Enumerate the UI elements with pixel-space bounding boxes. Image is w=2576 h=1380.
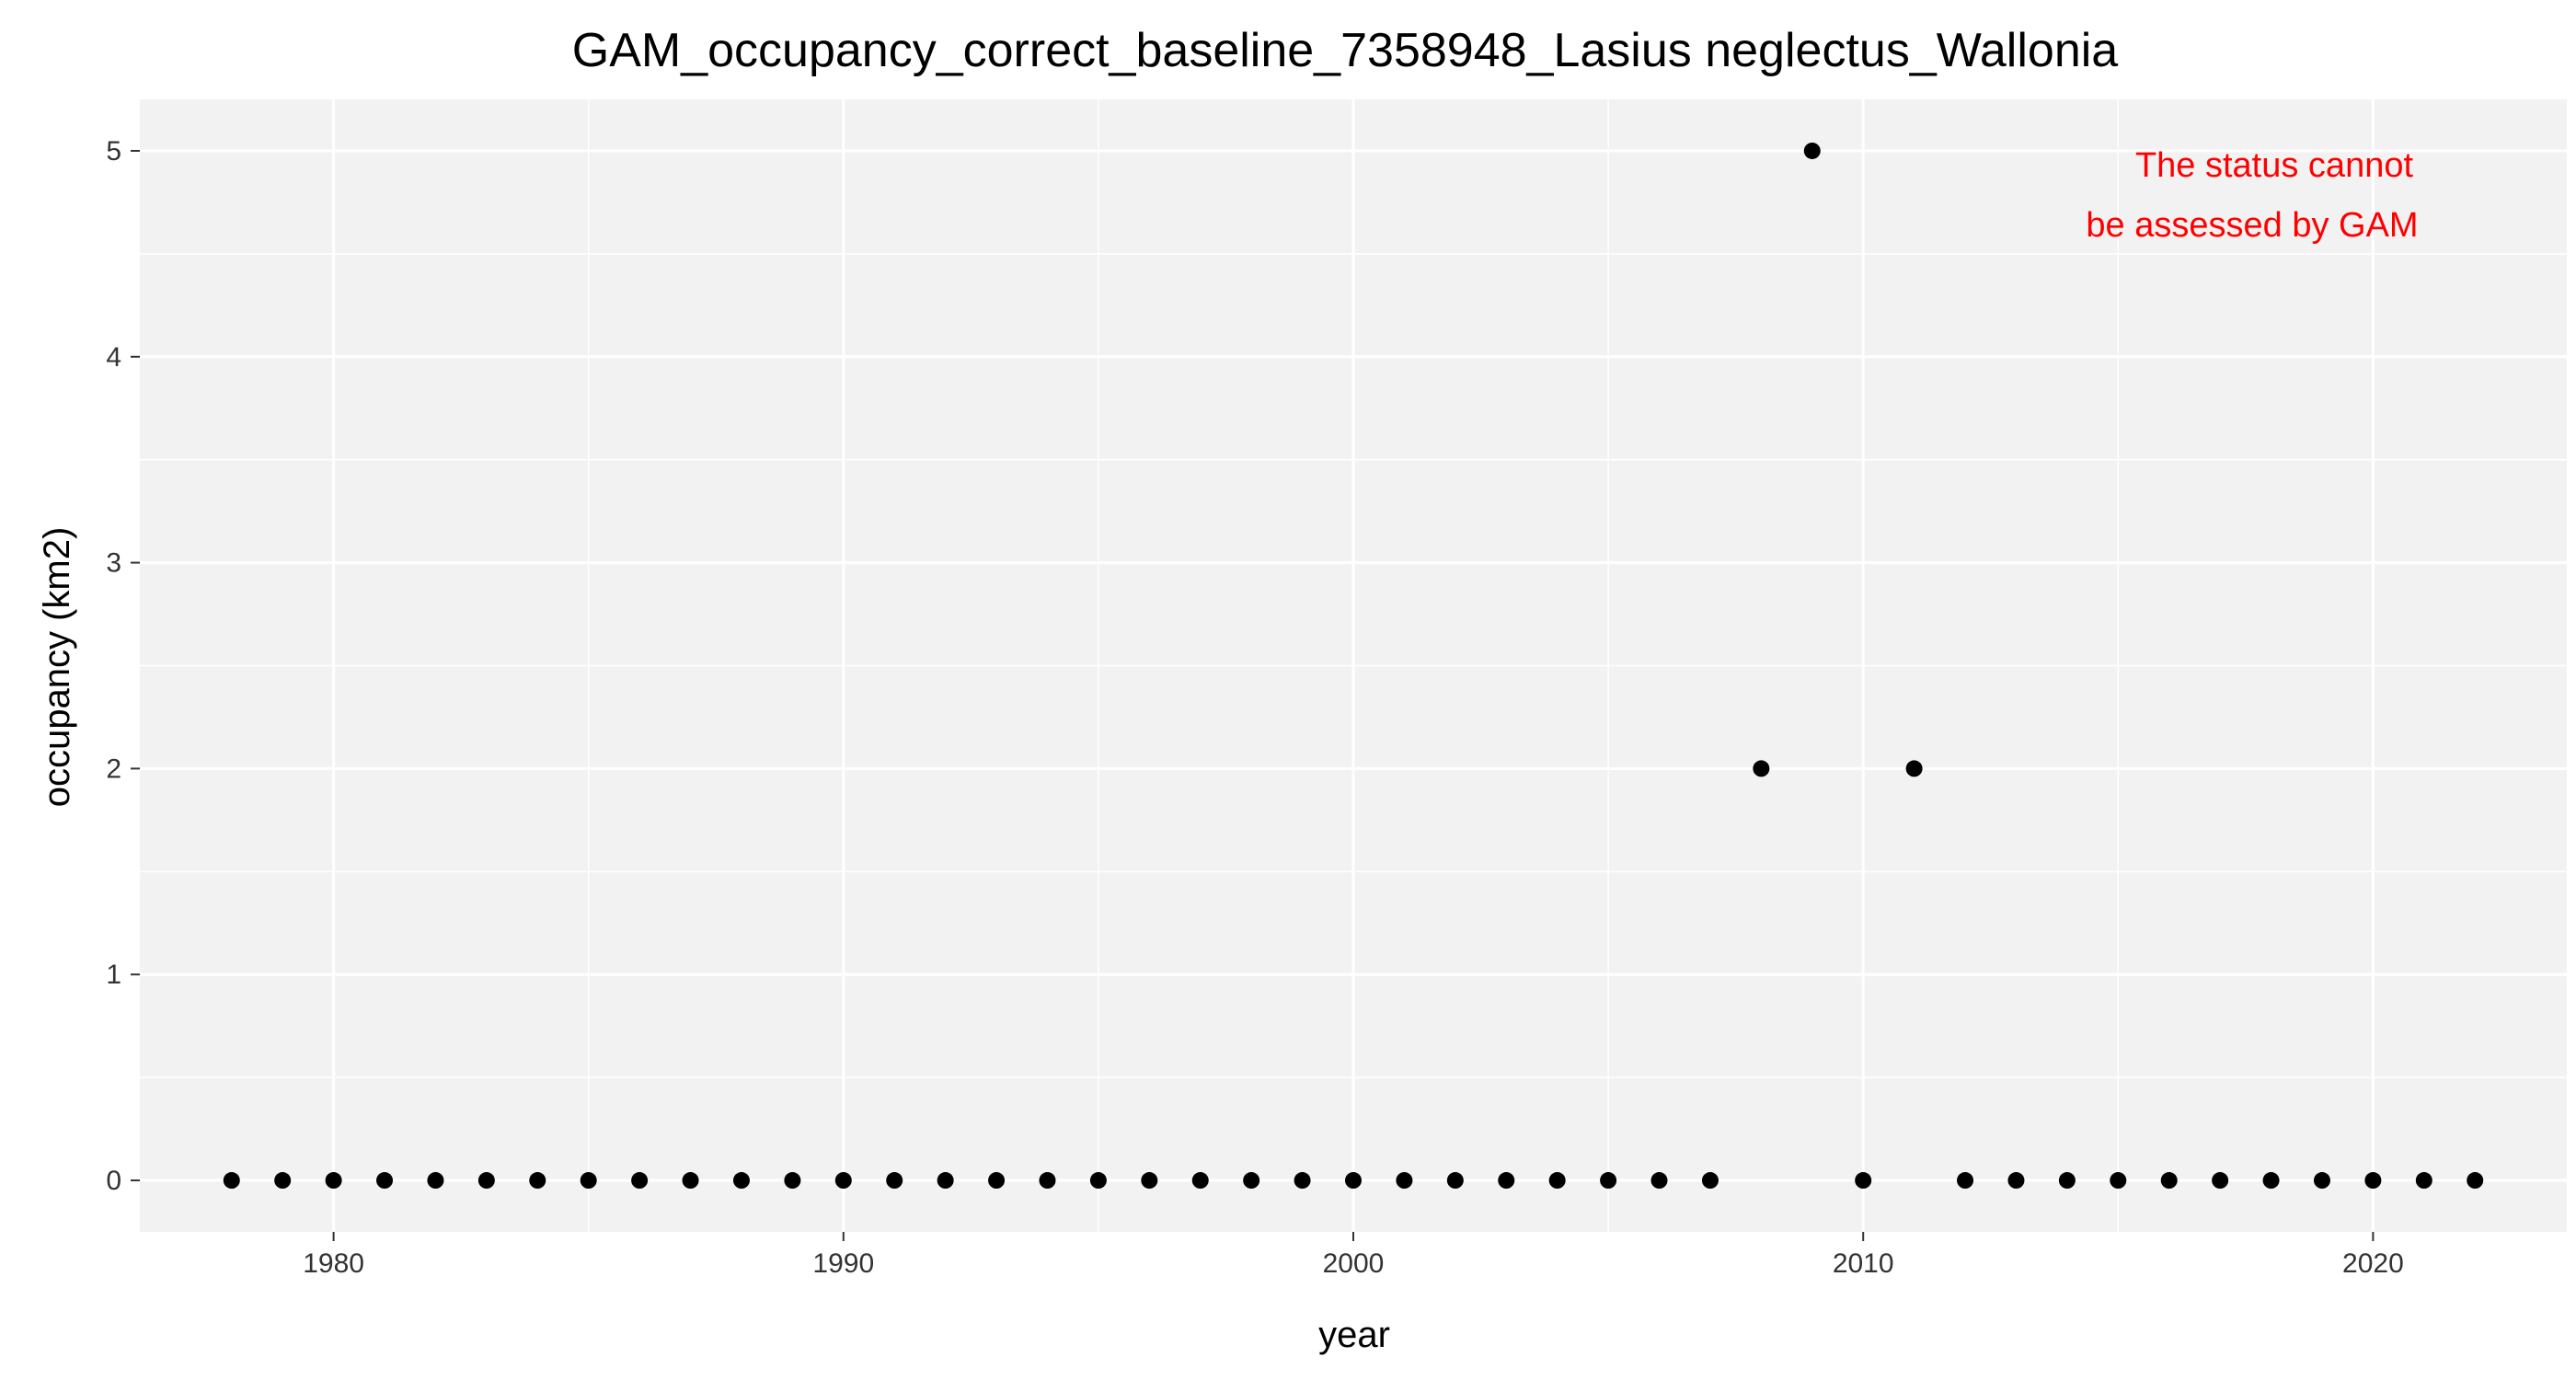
data-point [834,1172,852,1190]
data-point [1089,1172,1107,1190]
data-point [1243,1172,1260,1190]
y-axis-label: occupancy (km2) [37,527,77,808]
data-point [2467,1172,2484,1190]
y-tick-label: 1 [106,960,121,990]
data-point [376,1172,394,1190]
data-point [427,1172,444,1190]
data-point [1650,1172,1668,1190]
data-point [732,1172,750,1190]
annotation-line-2: be assessed by GAM [2086,206,2418,245]
x-tick-label: 2020 [2342,1248,2404,1279]
data-point [2364,1172,2382,1190]
data-point [2160,1172,2178,1190]
data-point [1600,1172,1617,1190]
data-point [1396,1172,1413,1190]
data-point [1294,1172,1311,1190]
data-point [1039,1172,1056,1190]
data-point [477,1172,495,1190]
annotation-line-1: The status cannot [2135,146,2414,185]
data-point [631,1172,649,1190]
data-point [1345,1172,1362,1190]
data-point [1905,760,1923,777]
y-tick-label: 2 [106,753,121,784]
y-tick-label: 3 [106,548,121,579]
data-point [580,1172,597,1190]
data-point [2415,1172,2432,1190]
data-point [1803,142,1821,159]
data-point [274,1172,292,1190]
data-point [988,1172,1006,1190]
data-point [1957,1172,1974,1190]
x-tick-label: 2010 [1833,1248,1894,1279]
x-tick-label: 1980 [303,1248,364,1279]
data-point [784,1172,801,1190]
data-point [325,1172,342,1190]
x-tick-label: 2000 [1323,1248,1385,1279]
y-tick-label: 4 [106,342,121,373]
data-point [529,1172,546,1190]
x-axis-label: year [1318,1315,1390,1355]
data-point [1446,1172,1464,1190]
data-point [1191,1172,1209,1190]
data-point [2058,1172,2076,1190]
data-point [2110,1172,2127,1190]
data-point [886,1172,903,1190]
data-point [1141,1172,1158,1190]
data-point [2262,1172,2280,1190]
data-point [1753,760,1770,777]
data-point [682,1172,699,1190]
chart-title: GAM_occupancy_correct_baseline_7358948_L… [572,24,2119,77]
data-point [1701,1172,1719,1190]
y-tick-label: 0 [106,1166,121,1196]
x-axis-ticks: 1980 1990 2000 2010 2020 [303,1232,2404,1279]
y-tick-label: 5 [106,136,121,167]
data-point [2007,1172,2025,1190]
data-point [1548,1172,1566,1190]
data-point [2212,1172,2229,1190]
data-point [1498,1172,1515,1190]
data-point [937,1172,954,1190]
x-tick-label: 1990 [812,1248,874,1279]
data-point [223,1172,240,1190]
data-point [2313,1172,2330,1190]
data-points [223,142,2484,1190]
y-axis-ticks: 0 1 2 3 4 5 [106,136,140,1196]
data-point [1855,1172,1872,1190]
